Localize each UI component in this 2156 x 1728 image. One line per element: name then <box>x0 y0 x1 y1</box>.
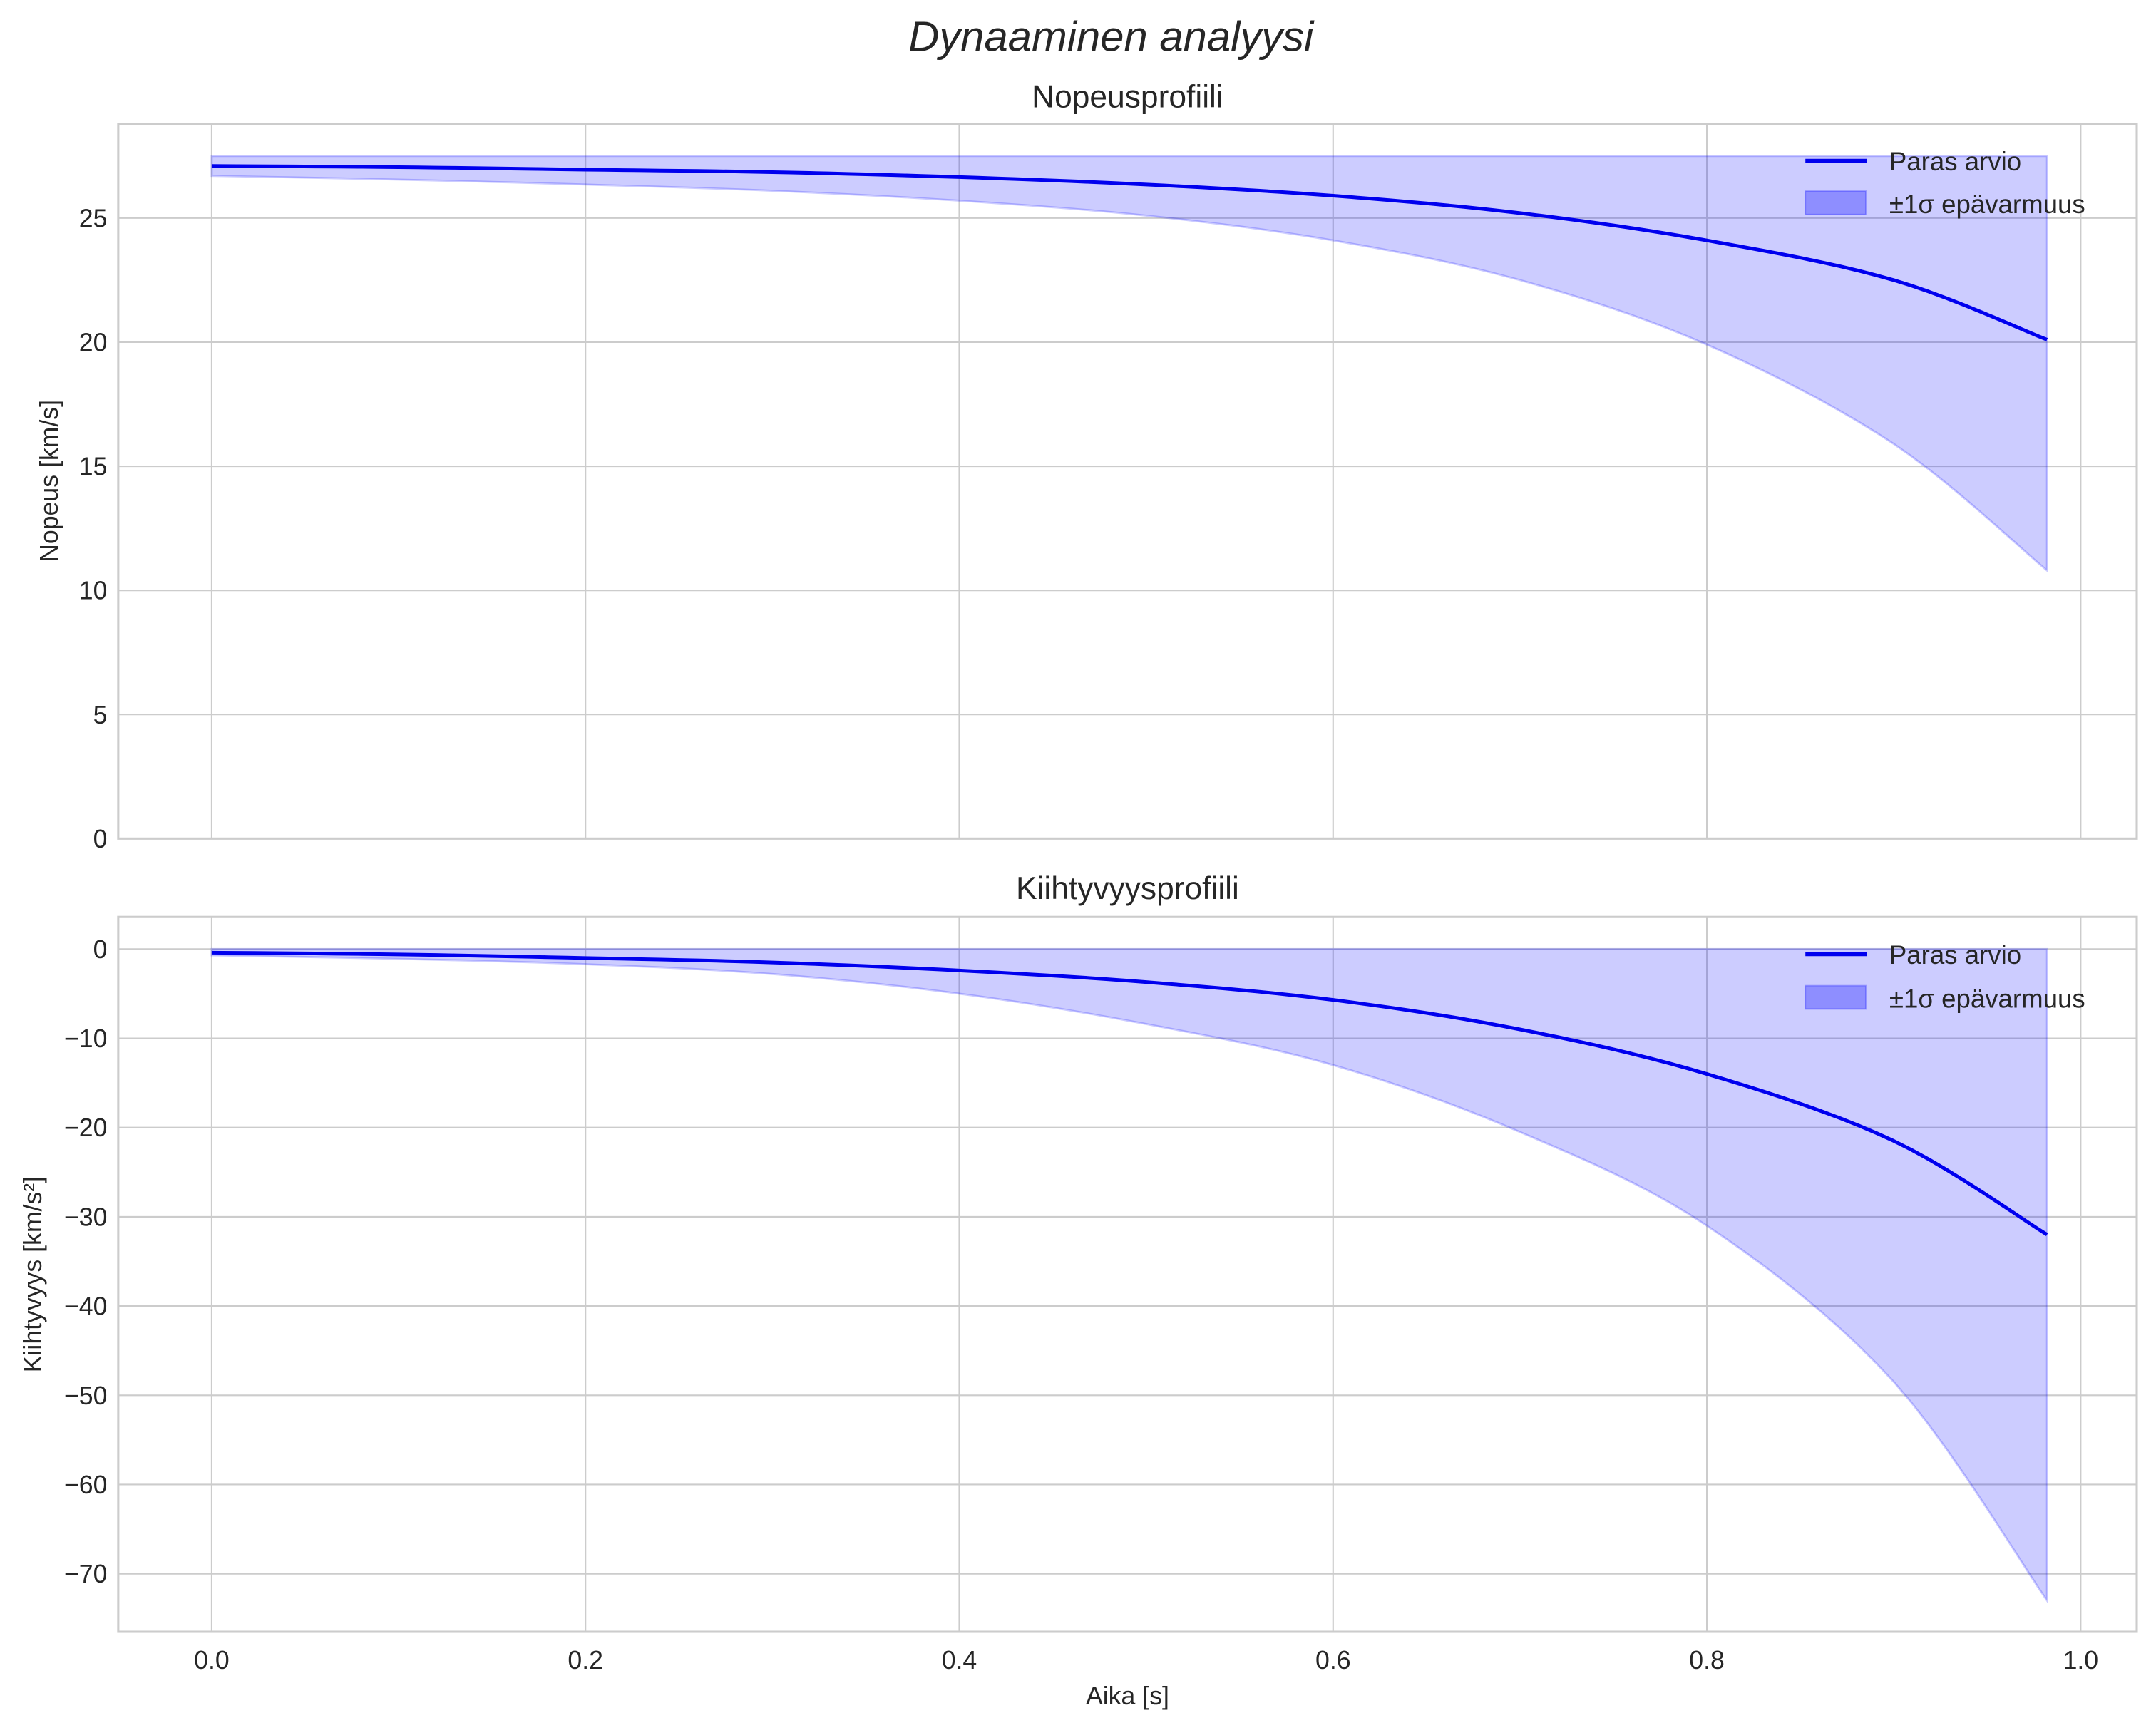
y-tick-label: 15 <box>79 453 108 481</box>
velocity-y-axis-label: Nopeus [km/s] <box>35 400 63 562</box>
x-axis-label: Aika [s] <box>1086 1682 1169 1710</box>
y-tick-label: 25 <box>79 204 108 232</box>
velocity-uncertainty-band <box>210 155 2048 573</box>
acceleration-best-estimate-line <box>211 950 2048 1237</box>
y-tick-label: −70 <box>64 1560 107 1588</box>
legend-line-label: Paras arvio <box>1889 147 2021 176</box>
acceleration-uncertainty-band <box>210 947 2048 1604</box>
uncertainty-band-area <box>210 947 2048 1604</box>
x-axis-ticks: 0.0 0.2 0.4 0.6 0.8 1.0 <box>194 1646 2098 1675</box>
legend-band-swatch <box>1805 190 1867 215</box>
acceleration-y-ticks: 0 −10 −20 −30 −40 −50 −60 −70 <box>64 935 107 1588</box>
y-tick-label: 20 <box>79 328 108 356</box>
velocity-y-ticks: 0 5 10 15 20 25 <box>79 204 108 853</box>
velocity-legend: Paras arvio ±1σ epävarmuus <box>1805 147 2085 219</box>
x-tick-label: 0.4 <box>942 1646 977 1675</box>
y-tick-label: 0 <box>93 935 108 964</box>
acceleration-subplot-title: Kiihtyvyysprofiili <box>1016 871 1239 906</box>
legend-band-label: ±1σ epävarmuus <box>1889 190 2085 219</box>
y-tick-label: 0 <box>93 825 108 853</box>
legend-line-label: Paras arvio <box>1889 940 2021 970</box>
x-tick-label: 0.8 <box>1689 1646 1725 1675</box>
acceleration-y-axis-label: Kiihtyvyys [km/s²] <box>19 1176 47 1372</box>
x-tick-label: 0.2 <box>568 1646 603 1675</box>
velocity-subplot-title: Nopeusprofiili <box>1032 79 1223 114</box>
y-tick-label: 10 <box>79 577 108 605</box>
x-tick-label: 1.0 <box>2063 1646 2099 1675</box>
y-tick-label: 5 <box>93 701 108 729</box>
velocity-best-estimate-line <box>211 164 2048 341</box>
legend-band-label: ±1σ epävarmuus <box>1889 984 2085 1014</box>
y-tick-label: −50 <box>64 1382 107 1410</box>
acceleration-gridlines <box>118 917 2137 1632</box>
best-estimate-curve <box>211 950 2048 1237</box>
y-tick-label: −30 <box>64 1203 107 1231</box>
acceleration-legend: Paras arvio ±1σ epävarmuus <box>1805 940 2085 1014</box>
best-estimate-curve <box>211 164 2048 341</box>
figure-suptitle: Dynaaminen analyysi <box>908 12 1315 60</box>
y-tick-label: −60 <box>64 1471 107 1499</box>
velocity-axes-frame <box>117 123 2138 840</box>
legend-band-swatch <box>1805 984 1867 1010</box>
x-tick-label: 0.0 <box>194 1646 230 1675</box>
y-tick-label: −10 <box>64 1024 107 1053</box>
y-tick-label: −40 <box>64 1292 107 1321</box>
acceleration-subplot: Kiihtyvyysprofiili 0 −10 −20 −30 −40 −50 −60 −7… <box>19 871 2138 1710</box>
uncertainty-band-area <box>210 155 2048 573</box>
acceleration-axes-frame <box>117 915 2138 1633</box>
y-tick-label: −20 <box>64 1114 107 1142</box>
x-tick-label: 0.6 <box>1315 1646 1351 1675</box>
